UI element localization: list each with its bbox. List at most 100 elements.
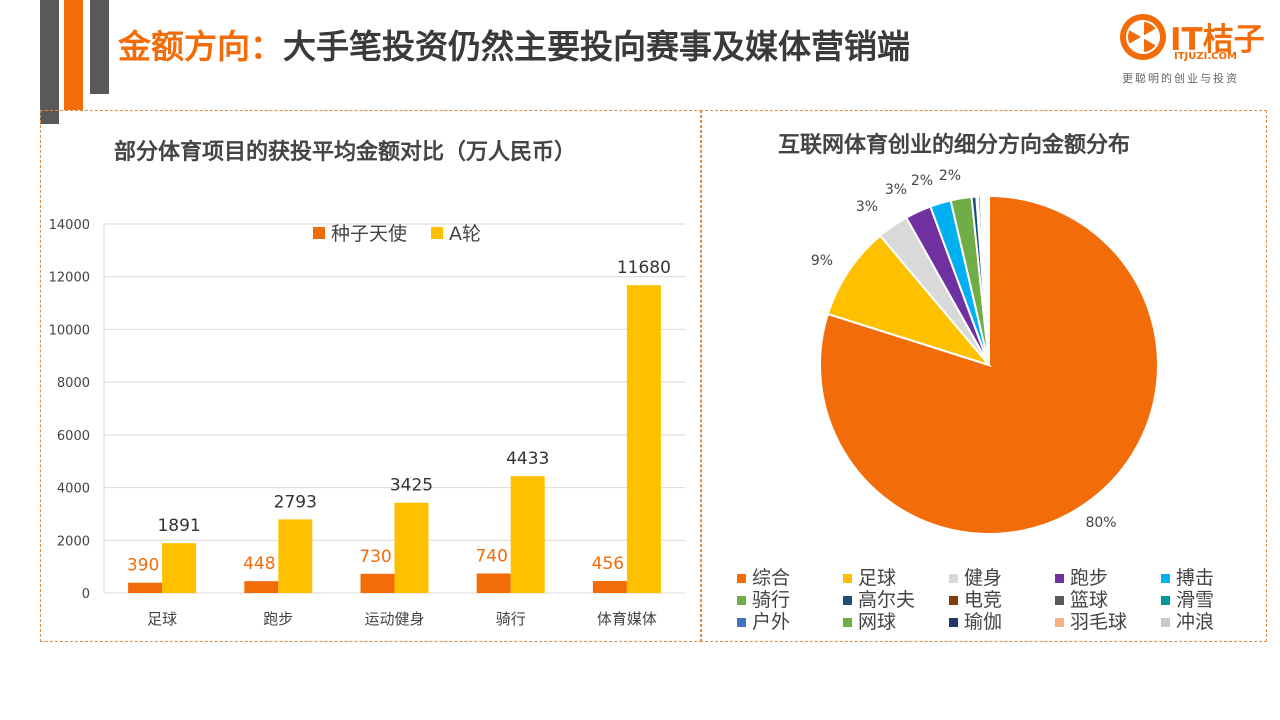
bar-chart-panel	[40, 110, 702, 642]
legend-swatch	[1055, 596, 1064, 605]
legend-label: 搏击	[1176, 567, 1215, 589]
x-tick-label: 足球	[147, 610, 177, 628]
pie-legend-item: 综合	[737, 563, 790, 590]
pie-legend-item: 骑行	[737, 585, 790, 612]
legend-label: 冲浪	[1176, 611, 1215, 633]
pie-data-label: 9%	[811, 253, 833, 269]
legend-swatch	[1055, 618, 1064, 627]
legend-swatch	[1161, 618, 1170, 627]
data-label-seed: 448	[243, 554, 275, 574]
logo-slogan: 更聪明的创业与投资	[1122, 72, 1239, 85]
legend-swatch	[737, 574, 746, 583]
pie-legend-item: 电竞	[949, 585, 1002, 612]
legend-label: 综合	[752, 567, 791, 589]
pie-legend-item: 健身	[949, 563, 1002, 590]
pie-data-label: 3%	[856, 199, 878, 215]
pie-slice	[819, 194, 1159, 535]
data-label-seed: 390	[127, 556, 159, 576]
data-label-round-a: 1891	[157, 516, 200, 536]
legend-label: 跑步	[1070, 567, 1109, 589]
data-label-seed: 456	[592, 554, 624, 574]
x-tick-label: 骑行	[496, 610, 526, 628]
data-label-round-a: 11680	[617, 258, 671, 278]
pie-slice	[826, 234, 992, 367]
bar-seed	[360, 573, 395, 593]
legend-label: 骑行	[752, 589, 791, 611]
legend-label: A轮	[449, 223, 481, 245]
bar-round-a	[162, 543, 197, 593]
pie-legend-item: 篮球	[1055, 585, 1108, 612]
legend-label: 户外	[752, 611, 791, 633]
pie-data-label: 2%	[939, 168, 961, 184]
legend-swatch	[431, 227, 443, 239]
deco-gray-bar-2	[90, 0, 109, 94]
slide-title-rest: 大手笔投资仍然主要投向赛事及媒体营销端	[283, 27, 910, 66]
bar-seed	[592, 580, 627, 593]
y-tick-label: 8000	[57, 376, 90, 391]
pie-legend-item: 冲浪	[1161, 607, 1214, 634]
legend-swatch	[737, 596, 746, 605]
pie-legend-item: 高尔夫	[843, 585, 915, 612]
legend-swatch	[1161, 596, 1170, 605]
slide-title: 金额方向：大手笔投资仍然主要投向赛事及媒体营销端	[118, 20, 910, 68]
legend-label: 网球	[858, 611, 897, 633]
pie-data-label: 3%	[885, 182, 907, 198]
bar-seed	[128, 582, 163, 593]
legend-label: 滑雪	[1176, 589, 1215, 611]
data-label-seed: 730	[359, 547, 391, 567]
y-tick-label: 4000	[57, 482, 90, 497]
legend-label: 篮球	[1070, 589, 1109, 611]
pie-chart-panel	[700, 110, 1267, 642]
y-tick-label: 12000	[49, 271, 90, 286]
slide-title-accent: 金额方向：	[118, 27, 283, 66]
pie-data-label: 2%	[911, 173, 933, 189]
legend-swatch	[843, 618, 852, 627]
data-label-round-a: 3425	[390, 476, 433, 496]
legend-label: 瑜伽	[964, 611, 1003, 633]
pie-legend-item: 足球	[843, 563, 896, 590]
logo-domain: ITJUZI.COM	[1174, 51, 1237, 62]
orange-slice-icon	[1120, 14, 1166, 60]
legend-swatch	[1161, 574, 1170, 583]
bar-round-a	[278, 519, 313, 593]
brand-logo: IT桔子 ITJUZI.COM 更聪明的创业与投资	[1118, 12, 1268, 85]
bar-round-a	[394, 502, 429, 593]
x-tick-label: 运动健身	[364, 610, 424, 628]
pie-legend-item: 滑雪	[1161, 585, 1214, 612]
y-tick-label: 14000	[49, 218, 90, 233]
logo-brand: IT桔子	[1170, 22, 1265, 58]
pie-slice	[986, 194, 990, 366]
legend-label: 电竞	[964, 589, 1003, 611]
legend-swatch	[313, 227, 325, 239]
legend-label: 羽毛球	[1070, 611, 1128, 633]
data-label-seed: 740	[475, 546, 507, 566]
y-tick-label: 0	[82, 587, 90, 602]
y-tick-label: 6000	[57, 429, 90, 444]
bar-seed	[244, 581, 279, 593]
pie-legend-item: 搏击	[1161, 563, 1214, 590]
data-label-round-a: 2793	[274, 492, 317, 512]
pie-legend-item: 网球	[843, 607, 896, 634]
pie-chart-title: 互联网体育创业的细分方向金额分布	[778, 133, 1131, 158]
bar-chart-title: 部分体育项目的获投平均金额对比（万人民币）	[114, 140, 577, 165]
legend-swatch	[949, 618, 958, 627]
legend-swatch	[737, 618, 746, 627]
y-tick-label: 2000	[57, 534, 90, 549]
legend-label: 高尔夫	[858, 589, 916, 611]
deco-gray-bar-1	[40, 0, 59, 124]
pie-legend-item: 户外	[737, 607, 790, 634]
bar-round-a	[626, 285, 661, 593]
legend-label: 足球	[858, 567, 897, 589]
legend-swatch	[949, 574, 958, 583]
pie-legend-item: 跑步	[1055, 563, 1108, 590]
pie-chart: 80%9%3%3%2% 2%	[811, 168, 1159, 535]
bar-chart: 0 2000 4000 6000 8000 10000 12000 14000 足球 390 189…	[49, 218, 685, 628]
pie-data-label: 80%	[1085, 515, 1116, 531]
pie-legend-item: 羽毛球	[1055, 607, 1127, 634]
bar-round-a	[510, 476, 545, 593]
deco-orange-bar	[64, 0, 83, 110]
x-tick-label: 体育媒体	[597, 610, 657, 628]
y-tick-label: 10000	[49, 323, 90, 338]
legend-swatch	[843, 574, 852, 583]
pie-legend-item: 瑜伽	[949, 607, 1002, 634]
